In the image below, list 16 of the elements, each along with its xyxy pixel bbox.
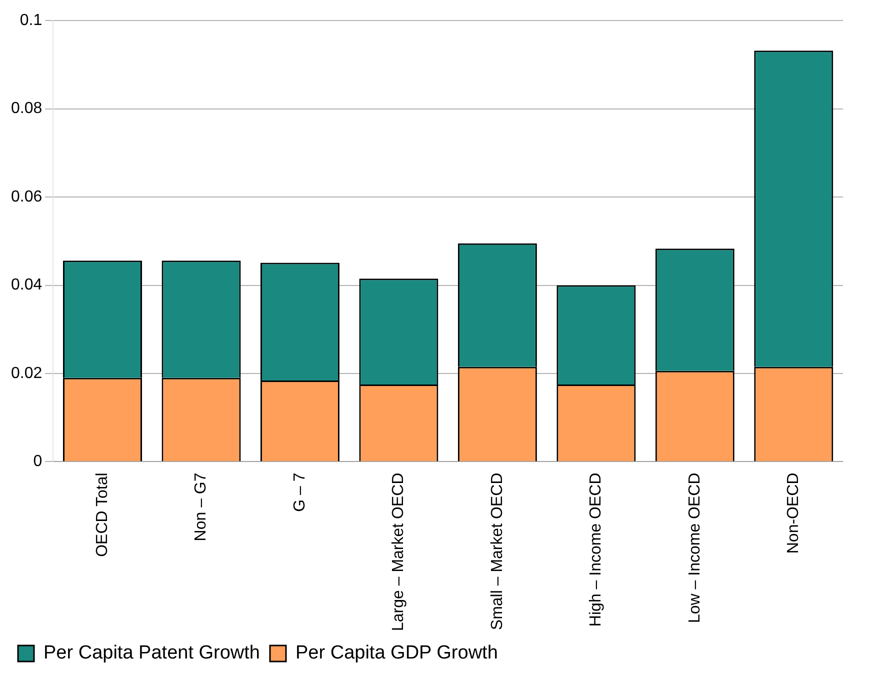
x-tick-label: Small – Market OECD	[488, 472, 506, 630]
legend-label: Per Capita Patent Growth	[44, 642, 260, 664]
y-tick-label: 0	[33, 453, 42, 470]
y-tick-label: 0.1	[20, 12, 42, 30]
y-tick-label: 0.06	[11, 188, 42, 206]
x-tick-label: Low – Income OECD	[686, 472, 704, 623]
y-tick-label: 0.02	[11, 364, 42, 382]
x-tick-label: Non – G7	[192, 472, 210, 542]
x-tick-label: G – 7	[291, 472, 308, 512]
x-tick-label: Large – Market OECD	[390, 472, 408, 631]
legend-label: Per Capita GDP Growth	[295, 642, 498, 664]
y-tick-label: 0.08	[11, 100, 42, 118]
x-tick-label: OECD Total	[94, 472, 111, 557]
x-tick-label: Non-OECD	[785, 472, 802, 554]
y-tick-label: 0.04	[11, 276, 42, 294]
x-tick-label: High – Income OECD	[588, 472, 605, 627]
